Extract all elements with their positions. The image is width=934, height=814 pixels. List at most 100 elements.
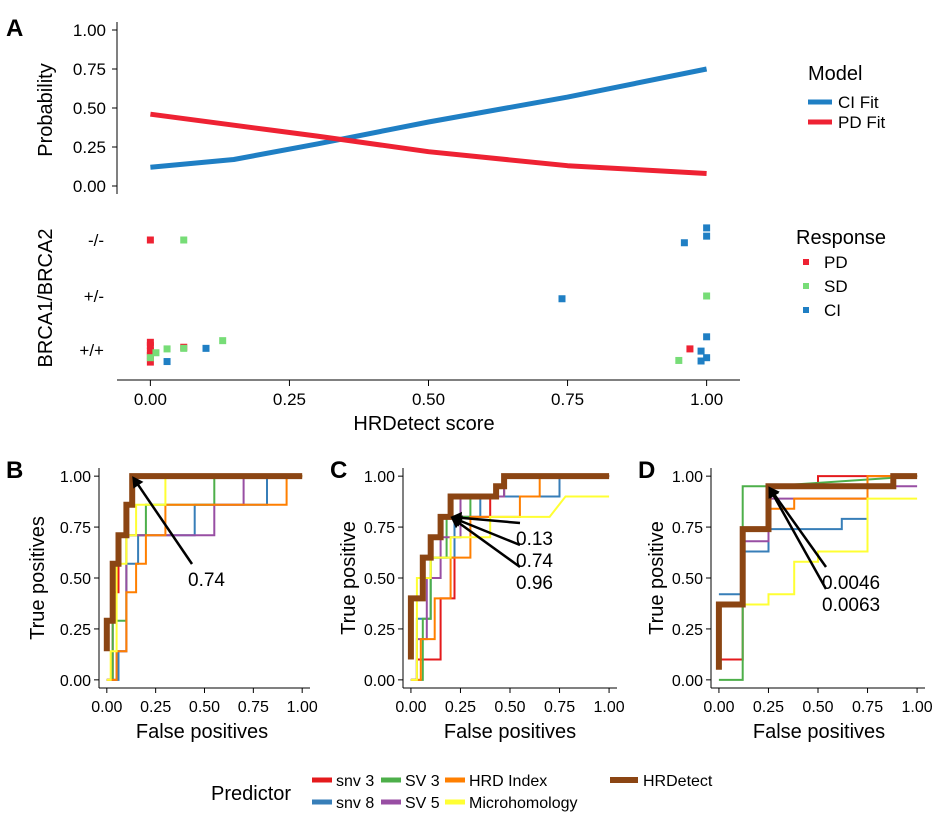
predictor-label-hrdetect: HRDetect — [643, 773, 713, 790]
response-point-sd — [163, 345, 171, 353]
panel-a-top-ytick-label: 0.25 — [73, 138, 106, 157]
response-legend-label-ci: CI — [824, 301, 841, 320]
roc-line-c-hrd-index — [410, 475, 610, 681]
brca-category-label: +/- — [84, 287, 104, 306]
annotation-arrow — [769, 489, 828, 590]
response-legend-label-pd: PD — [824, 253, 848, 272]
panel-d-ytick-label: 0.00 — [672, 673, 703, 690]
predictor-label-snv8: snv 8 — [336, 795, 374, 812]
roc-line-d-sv-3 — [718, 475, 918, 681]
roc-line-d-microhomology — [718, 497, 918, 606]
panel-c-ytick-label: 0.25 — [364, 622, 395, 639]
panel-b-ytick-label: 0.75 — [60, 520, 91, 537]
model-legend: Model CI Fit PD Fit — [808, 63, 886, 132]
predictor-label-microhomology: Microhomology — [469, 795, 577, 812]
response-point-ci — [697, 347, 705, 355]
panel-a-bottom-ylabel: BRCA1/BRCA2 — [35, 229, 57, 368]
response-point-ci — [703, 354, 711, 362]
panel-c-plot: 0.000.00 0.25 0.25 0.50 0.50 0.75 0.75 1.00 1.00… — [364, 468, 625, 716]
response-point-sd — [219, 337, 227, 345]
panel-d-ytick-label: 0.25 — [672, 622, 703, 639]
panel-b-xtick-label: 0.00 — [91, 699, 122, 716]
response-point-sd — [152, 349, 160, 357]
panel-b-xtick-label: 0.75 — [238, 699, 269, 716]
annotation-arrow — [453, 518, 521, 569]
panel-a-top-ytick-label: 0.50 — [73, 99, 106, 118]
panel-a-bottom-plot: 0.00 0.25 0.50 0.75 1.00 +/+ +/- -/- — [79, 211, 740, 409]
panel-a-xtick-label: 1.00 — [690, 390, 723, 409]
panel-a-top-ytick-label: 0.00 — [73, 177, 106, 196]
roc-line-d-hrdetect — [715, 473, 918, 670]
response-point-ci — [697, 357, 705, 365]
panel-a-top-ylabel: Probability — [35, 63, 57, 156]
response-point-ci — [703, 333, 711, 341]
response-legend-key-ci — [803, 307, 809, 313]
response-legend: Response PD SD CI — [796, 227, 886, 320]
panel-d-plot: 0.000.00 0.25 0.25 0.50 0.50 0.75 0.75 1.00 1.00… — [672, 468, 933, 716]
roc-line-d-sv-5 — [718, 485, 918, 606]
response-legend-title: Response — [796, 227, 886, 249]
annotation-arrowhead — [768, 486, 780, 499]
response-point-ci — [703, 232, 711, 240]
panel-a-xtick-label: 0.25 — [273, 390, 306, 409]
brca-category-label: -/- — [88, 231, 104, 250]
panel-label-b: B — [6, 457, 23, 484]
response-point-sd — [703, 292, 711, 300]
roc-line-b-hrdetect — [103, 473, 303, 652]
panel-d-xlabel: False positives — [753, 721, 885, 743]
model-legend-title: Model — [808, 63, 862, 85]
response-point-ci — [163, 358, 171, 366]
response-point-ci — [680, 239, 688, 247]
annotation-arrowhead — [132, 476, 144, 489]
panel-d-xtick-label: 1.00 — [902, 699, 933, 716]
response-point-pd — [146, 338, 154, 346]
response-point-ci — [558, 295, 566, 303]
panel-b-xlabel: False positives — [136, 721, 268, 743]
panel-a-top-ytick-label: 1.00 — [73, 21, 106, 40]
panel-d-xtick-label: 0.75 — [852, 699, 883, 716]
response-point-sd — [180, 236, 188, 244]
response-point-sd — [675, 356, 683, 364]
panel-b-ytick-label: 0.50 — [60, 571, 91, 588]
annotation-arrow — [133, 478, 194, 565]
brca-category-label: +/+ — [79, 341, 104, 360]
panel-c-ytick-label: 0.00 — [364, 673, 395, 690]
annotation-label: 0.74 — [516, 551, 553, 572]
annotation-label: 0.0046 — [822, 573, 880, 594]
response-point-pd — [146, 347, 154, 355]
panel-c-ytick-label: 0.50 — [364, 571, 395, 588]
panel-c-xtick-label: 1.00 — [594, 699, 625, 716]
panel-label-a: A — [6, 15, 23, 42]
annotation-arrow — [454, 515, 521, 525]
response-legend-key-pd — [803, 259, 809, 265]
response-point-pd — [686, 345, 694, 353]
panel-a-top-plot: 0.00 0.25 0.50 0.75 1.00 — [73, 21, 708, 196]
panel-b-plot: 0.000.00 0.25 0.25 0.50 0.50 0.75 0.75 1.00 1.00… — [60, 468, 318, 716]
predictor-legend-title: Predictor — [211, 783, 291, 805]
fit-line-ci-fit — [150, 66, 708, 170]
panel-c-ytick-label: 1.00 — [364, 469, 395, 486]
panel-d-ytick-label: 0.50 — [672, 571, 703, 588]
predictor-label-snv3: snv 3 — [336, 773, 374, 790]
model-legend-label-ci: CI Fit — [838, 93, 879, 112]
roc-line-c-hrdetect — [407, 473, 610, 660]
annotation-label: 0.0063 — [822, 595, 880, 616]
roc-line-b-snv-8 — [106, 475, 303, 681]
predictor-legend: Predictor snv 3 snv 8 SV 3 SV 5 HRD Inde… — [211, 773, 713, 812]
annotation-arrow — [769, 488, 828, 568]
panel-a-xtick-label: 0.75 — [551, 390, 584, 409]
response-point-pd — [146, 236, 154, 244]
predictor-label-sv3: SV 3 — [405, 773, 440, 790]
annotation-arrowhead — [450, 516, 463, 529]
annotation-arrow — [453, 517, 521, 547]
panel-c-xtick-label: 0.25 — [445, 699, 476, 716]
panel-d-xtick-label: 0.50 — [802, 699, 833, 716]
roc-line-c-microhomology — [410, 495, 610, 681]
panel-a-xtick-label: 0.50 — [412, 390, 445, 409]
panel-c-ylabel: True positive — [338, 521, 360, 635]
panel-a-top-ytick-label: 0.75 — [73, 60, 106, 79]
panel-b-xtick-label: 0.25 — [140, 699, 171, 716]
annotation-label: 0.96 — [516, 573, 553, 594]
panel-d-xtick-label: 0.25 — [753, 699, 784, 716]
